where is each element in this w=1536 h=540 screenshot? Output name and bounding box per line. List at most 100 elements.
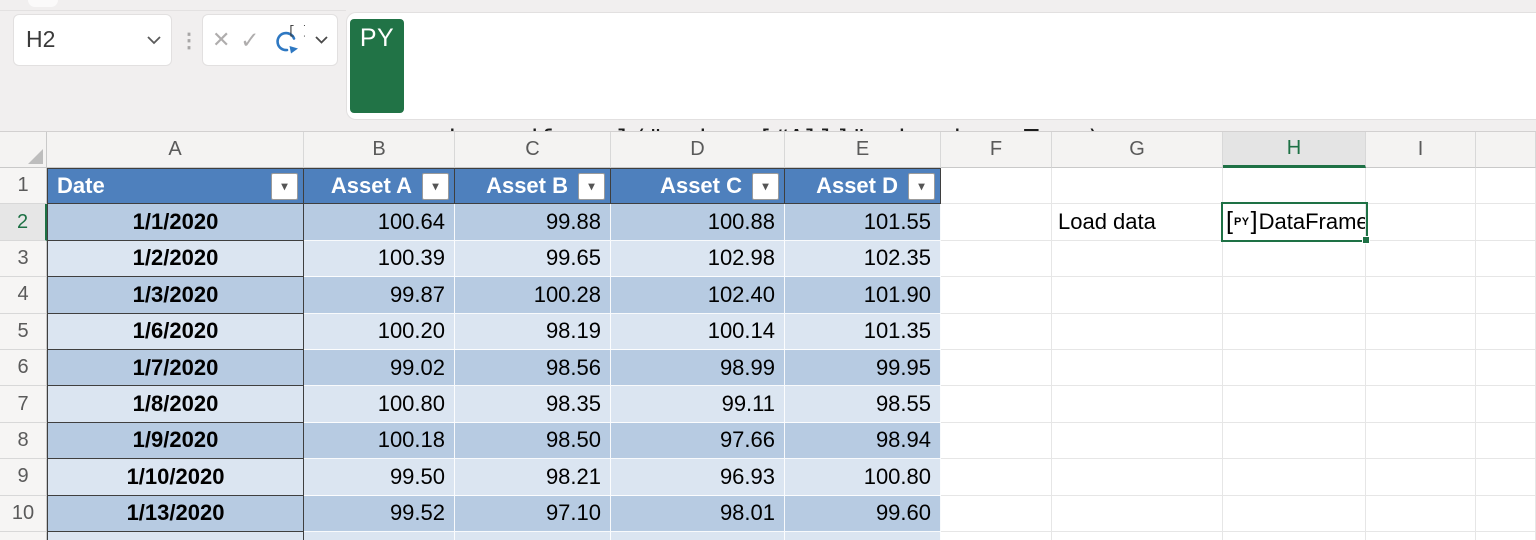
cell-G7[interactable] (1052, 386, 1223, 423)
cell-E9[interactable]: 100.80 (785, 459, 941, 496)
cell-I8[interactable] (1366, 422, 1476, 460)
row-header-7[interactable]: 7 (0, 386, 47, 423)
cell-D4[interactable]: 102.40 (611, 277, 785, 314)
cell-J8[interactable] (1476, 422, 1536, 460)
cell-I10[interactable] (1366, 495, 1476, 532)
cell-C11[interactable]: 95.93 (455, 531, 611, 540)
filter-button[interactable]: ▾ (422, 172, 449, 200)
cell-B7[interactable]: 100.80 (304, 386, 455, 423)
filter-button[interactable]: ▾ (752, 172, 779, 200)
cell-F9[interactable] (941, 459, 1052, 496)
cell-B3[interactable]: 100.39 (304, 240, 455, 278)
cell-A8[interactable]: 1/9/2020 (47, 422, 304, 460)
cell-I7[interactable] (1366, 386, 1476, 423)
row-header-6[interactable]: 6 (0, 349, 47, 387)
cell-F6[interactable] (941, 349, 1052, 387)
column-header-i[interactable]: I (1366, 132, 1476, 168)
cell-J6[interactable] (1476, 349, 1536, 387)
cell-A2[interactable]: 1/1/2020 (47, 204, 304, 241)
formula-bar-drag-handle[interactable]: ⋮ (179, 29, 199, 52)
cell-H8[interactable] (1223, 422, 1366, 460)
cell-I2[interactable] (1366, 204, 1476, 241)
name-box[interactable]: H2 (13, 14, 172, 66)
cell-C5[interactable]: 98.19 (455, 313, 611, 350)
cell-E3[interactable]: 102.35 (785, 240, 941, 278)
cell-F4[interactable] (941, 277, 1052, 314)
cell-A1[interactable]: Date ▾ (47, 168, 304, 205)
cell-D7[interactable]: 99.11 (611, 386, 785, 423)
column-header-e[interactable]: E (785, 132, 941, 168)
cell-D8[interactable]: 97.66 (611, 422, 785, 460)
cell-E1[interactable]: Asset D ▾ (785, 168, 941, 205)
cell-H9[interactable] (1223, 459, 1366, 496)
cell-E6[interactable]: 99.95 (785, 349, 941, 387)
cell-C8[interactable]: 98.50 (455, 422, 611, 460)
cell-E4[interactable]: 101.90 (785, 277, 941, 314)
cell-C9[interactable]: 98.21 (455, 459, 611, 496)
column-header-d[interactable]: D (611, 132, 785, 168)
cell-H3[interactable] (1223, 240, 1366, 278)
cell-G3[interactable] (1052, 240, 1223, 278)
column-header-c[interactable]: C (455, 132, 611, 168)
cell-I9[interactable] (1366, 459, 1476, 496)
chevron-down-icon[interactable] (147, 35, 161, 45)
cell-D2[interactable]: 100.88 (611, 204, 785, 241)
cell-I5[interactable] (1366, 313, 1476, 350)
cell-H10[interactable] (1223, 495, 1366, 532)
cell-G6[interactable] (1052, 349, 1223, 387)
cell-J10[interactable] (1476, 495, 1536, 532)
cell-A9[interactable]: 1/10/2020 (47, 459, 304, 496)
row-header-5[interactable]: 5 (0, 313, 47, 350)
cell-B10[interactable]: 99.52 (304, 495, 455, 532)
cell-D1[interactable]: Asset C ▾ (611, 168, 785, 205)
column-header-a[interactable]: A (47, 132, 304, 168)
cell-A3[interactable]: 1/2/2020 (47, 240, 304, 278)
cell-A7[interactable]: 1/8/2020 (47, 386, 304, 423)
cell-H11[interactable] (1223, 531, 1366, 540)
cell-C1[interactable]: Asset B ▾ (455, 168, 611, 205)
formula-input[interactable]: PY prices_df = xl("prices[#All]", header… (346, 12, 1536, 305)
cell-C7[interactable]: 98.35 (455, 386, 611, 423)
cell-F7[interactable] (941, 386, 1052, 423)
cell-H4[interactable] (1223, 277, 1366, 314)
cell-H2[interactable]: [PY] DataFrame (1223, 204, 1366, 241)
row-header-2[interactable]: 2 (0, 204, 47, 241)
enter-icon[interactable]: ✓ (240, 26, 260, 53)
cell-G1[interactable] (1052, 168, 1223, 205)
row-header-3[interactable]: 3 (0, 240, 47, 278)
column-header-g[interactable]: G (1052, 132, 1223, 168)
chevron-down-icon[interactable] (315, 36, 328, 44)
cell-I6[interactable] (1366, 349, 1476, 387)
cell-F3[interactable] (941, 240, 1052, 278)
cell-C6[interactable]: 98.56 (455, 349, 611, 387)
cell-E11[interactable]: 99.69 (785, 531, 941, 540)
cell-B4[interactable]: 99.87 (304, 277, 455, 314)
cell-B11[interactable]: 99.91 (304, 531, 455, 540)
cell-D3[interactable]: 102.98 (611, 240, 785, 278)
cell-E7[interactable]: 98.55 (785, 386, 941, 423)
cell-A5[interactable]: 1/6/2020 (47, 313, 304, 350)
cell-G10[interactable] (1052, 495, 1223, 532)
cell-G11[interactable] (1052, 531, 1223, 540)
cell-D6[interactable]: 98.99 (611, 349, 785, 387)
cell-D11[interactable]: 96.95 (611, 531, 785, 540)
cell-H6[interactable] (1223, 349, 1366, 387)
cell-J7[interactable] (1476, 386, 1536, 423)
cell-A11[interactable]: 1/14/2020 (47, 531, 304, 540)
cell-G4[interactable] (1052, 277, 1223, 314)
cell-E2[interactable]: 101.55 (785, 204, 941, 241)
column-header-h[interactable]: H (1223, 132, 1366, 168)
cell-H1[interactable] (1223, 168, 1366, 205)
cell-F2[interactable] (941, 204, 1052, 241)
cell-B9[interactable]: 99.50 (304, 459, 455, 496)
cell-B6[interactable]: 99.02 (304, 349, 455, 387)
cell-F11[interactable] (941, 531, 1052, 540)
column-header-j[interactable] (1476, 132, 1536, 168)
cell-I11[interactable] (1366, 531, 1476, 540)
cell-G8[interactable] (1052, 422, 1223, 460)
cell-F8[interactable] (941, 422, 1052, 460)
row-header-10[interactable]: 10 (0, 495, 47, 532)
row-header-4[interactable]: 4 (0, 277, 47, 314)
cell-D9[interactable]: 96.93 (611, 459, 785, 496)
cell-B8[interactable]: 100.18 (304, 422, 455, 460)
